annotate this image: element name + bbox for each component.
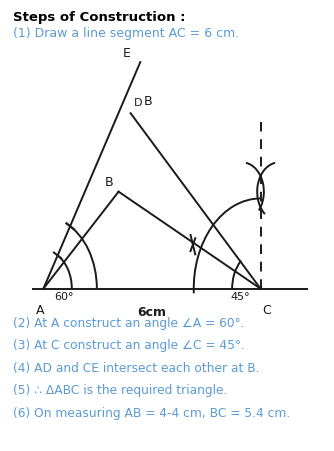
Text: Steps of Construction :: Steps of Construction : — [13, 11, 186, 24]
Text: D: D — [134, 98, 143, 108]
Text: C: C — [262, 304, 271, 318]
Text: (5) ∴ ΔABC is the required triangle.: (5) ∴ ΔABC is the required triangle. — [13, 384, 228, 397]
Text: (2) At A construct an angle ∠A = 60°.: (2) At A construct an angle ∠A = 60°. — [13, 317, 245, 330]
Text: A: A — [36, 304, 44, 318]
Text: 6cm: 6cm — [138, 306, 166, 319]
Text: (1) Draw a line segment AC = 6 cm.: (1) Draw a line segment AC = 6 cm. — [13, 27, 239, 40]
Text: B: B — [105, 176, 114, 189]
Text: B: B — [143, 95, 152, 108]
Text: 45°: 45° — [230, 292, 250, 302]
Text: (6) On measuring AB = 4-4 cm, BC = 5.4 cm.: (6) On measuring AB = 4-4 cm, BC = 5.4 c… — [13, 407, 291, 420]
Text: E: E — [123, 47, 131, 60]
Text: 60°: 60° — [54, 292, 74, 302]
Text: (3) At C construct an angle ∠C = 45°.: (3) At C construct an angle ∠C = 45°. — [13, 339, 245, 352]
Text: (4) AD and CE intersect each other at B.: (4) AD and CE intersect each other at B. — [13, 362, 260, 375]
